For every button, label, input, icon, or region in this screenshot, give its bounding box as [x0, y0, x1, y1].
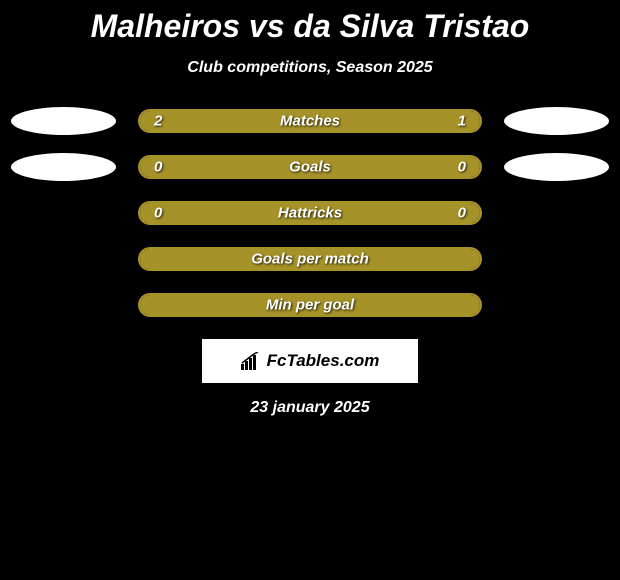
player-avatar-right	[504, 153, 609, 181]
brand-text: FcTables.com	[267, 351, 380, 371]
chart-icon	[241, 352, 263, 370]
player-avatar-left	[11, 107, 116, 135]
stat-value-right: 1	[458, 113, 466, 130]
stat-row: Goals per match	[0, 247, 620, 271]
stat-bar: Goals per match	[138, 247, 482, 271]
bar-segment-left	[140, 157, 310, 177]
stat-value-left: 0	[154, 159, 162, 176]
bar-segment-right	[310, 157, 480, 177]
stat-bar: Min per goal	[138, 293, 482, 317]
stat-value-right: 0	[458, 205, 466, 222]
stat-label: Goals per match	[251, 251, 369, 268]
subtitle: Club competitions, Season 2025	[0, 59, 620, 77]
stat-row: 2 Matches 1	[0, 109, 620, 133]
date-text: 23 january 2025	[0, 399, 620, 417]
player-avatar-right	[504, 107, 609, 135]
stat-value-left: 0	[154, 205, 162, 222]
comparison-infographic: Malheiros vs da Silva Tristao Club compe…	[0, 0, 620, 417]
stat-bar: 2 Matches 1	[138, 109, 482, 133]
stats-area: 2 Matches 1 0 Goals 0 0 Hattricks 0 Goals per mat…	[0, 109, 620, 317]
stat-row: 0 Goals 0	[0, 155, 620, 179]
stat-label: Matches	[280, 113, 340, 130]
brand-logo[interactable]: FcTables.com	[202, 339, 418, 383]
page-title: Malheiros vs da Silva Tristao	[0, 8, 620, 45]
stat-row: Min per goal	[0, 293, 620, 317]
player-avatar-left	[11, 153, 116, 181]
stat-bar: 0 Goals 0	[138, 155, 482, 179]
stat-bar: 0 Hattricks 0	[138, 201, 482, 225]
stat-value-left: 2	[154, 113, 162, 130]
stat-label: Goals	[289, 159, 331, 176]
stat-label: Min per goal	[266, 297, 354, 314]
stat-value-right: 0	[458, 159, 466, 176]
stat-row: 0 Hattricks 0	[0, 201, 620, 225]
stat-label: Hattricks	[278, 205, 342, 222]
